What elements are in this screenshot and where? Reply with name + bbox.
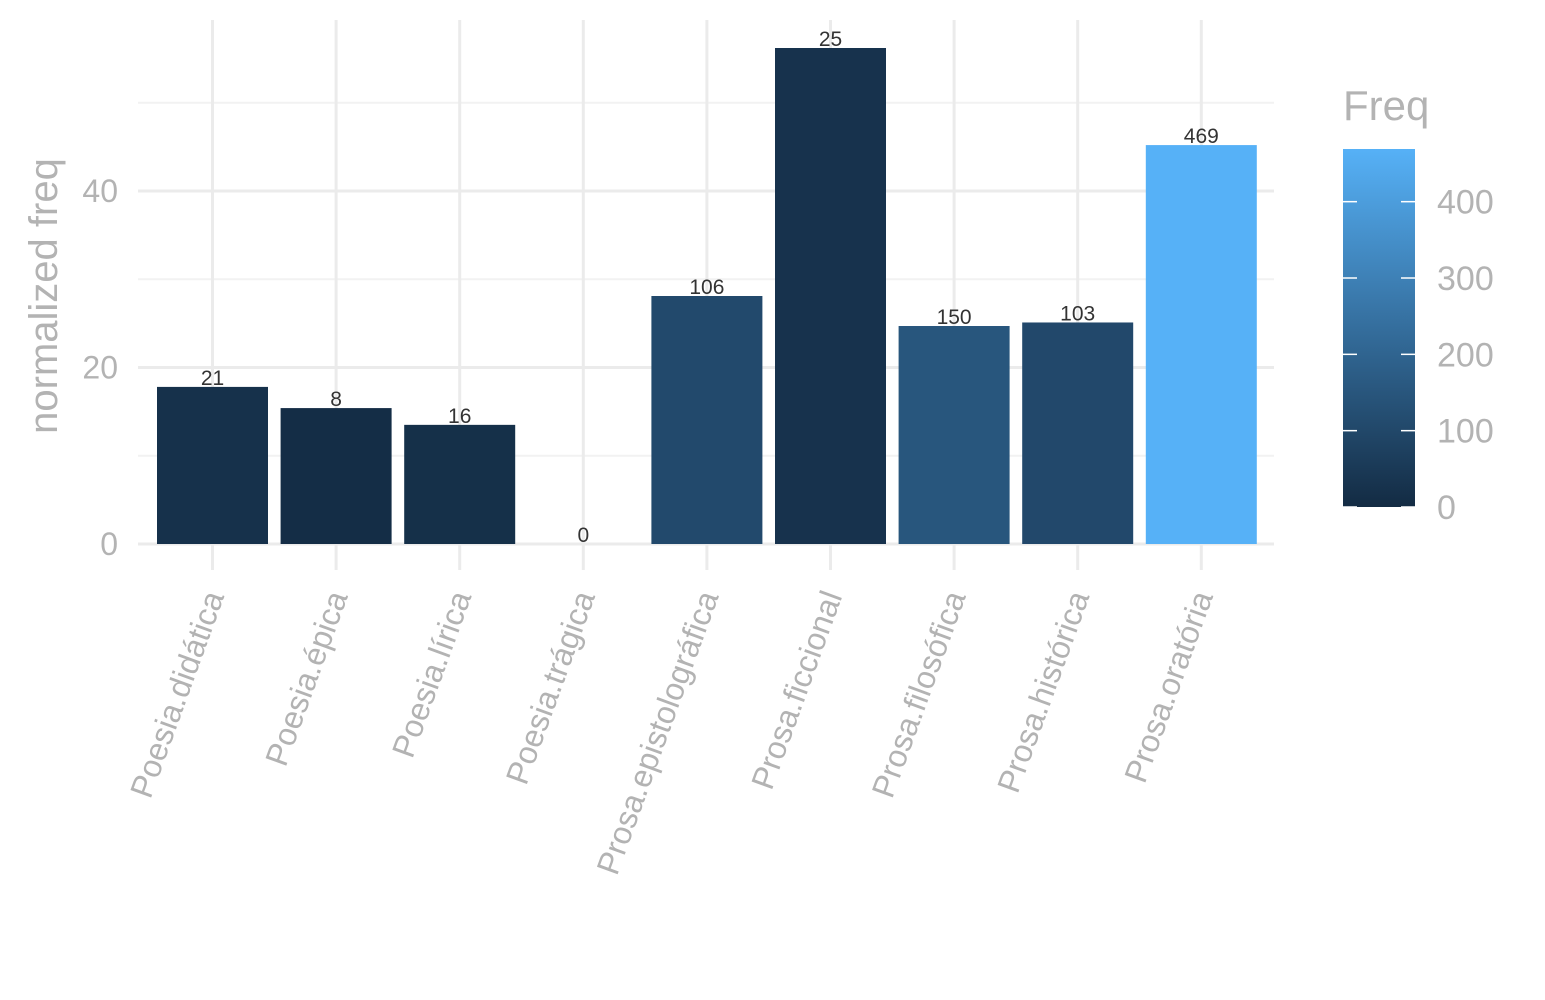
bar: [898, 326, 1010, 544]
bar: [404, 424, 516, 544]
x-axis: Poesia.didática Poesia.épica Poesia.lírica…: [123, 586, 1220, 879]
bar-value-label: 16: [448, 405, 471, 428]
bar-value-label: 0: [577, 524, 589, 547]
y-axis: 0 20 40: [82, 173, 118, 562]
bar: [280, 408, 392, 544]
bar: [157, 386, 268, 544]
x-tick-label: Poesia.didática: [123, 586, 231, 802]
legend-tick-label: 300: [1437, 260, 1494, 298]
bar-value-label: 150: [937, 306, 972, 329]
x-tick-label: Poesia.épica: [258, 586, 355, 771]
bar: [1022, 322, 1134, 544]
legend-colorbar: [1343, 149, 1415, 507]
legend: Freq 0 100 200 300 400: [1343, 82, 1494, 527]
y-tick-label: 20: [82, 349, 118, 385]
bar-value-label: 25: [819, 28, 842, 51]
y-tick-label: 40: [82, 173, 118, 209]
x-tick-label: Prosa.histórica: [990, 586, 1096, 797]
x-tick-label: Prosa.oratória: [1117, 586, 1220, 787]
y-axis-title: normalized freq: [22, 158, 66, 434]
bars: [157, 48, 1257, 544]
x-tick-label: Poesia.lírica: [385, 586, 479, 762]
legend-title: Freq: [1343, 82, 1429, 129]
legend-tick-label: 0: [1437, 489, 1456, 527]
legend-tick-label: 400: [1437, 184, 1494, 222]
bar-value-label: 106: [689, 276, 724, 299]
bar-value-label: 8: [330, 388, 342, 411]
x-tick-label: Prosa.epistolográfica: [589, 586, 725, 879]
bar: [775, 48, 886, 544]
bar-value-label: 469: [1184, 125, 1219, 148]
bar: [651, 296, 763, 544]
x-tick-label: Prosa.filosófica: [865, 586, 973, 802]
legend-tick-label: 100: [1437, 413, 1494, 451]
bar-value-label: 21: [201, 367, 224, 390]
legend-ticks: 0 100 200 300 400: [1343, 184, 1494, 527]
x-tick-label: Prosa.ficcional: [744, 586, 849, 794]
bar: [1145, 145, 1257, 544]
y-tick-label: 0: [100, 526, 118, 562]
bar-labels: 21 8 16 0 106 25 150 103 469: [201, 28, 1219, 547]
x-tick-label: Poesia.trágica: [499, 586, 602, 789]
bar-value-label: 103: [1060, 302, 1095, 325]
legend-tick-label: 200: [1437, 336, 1494, 374]
